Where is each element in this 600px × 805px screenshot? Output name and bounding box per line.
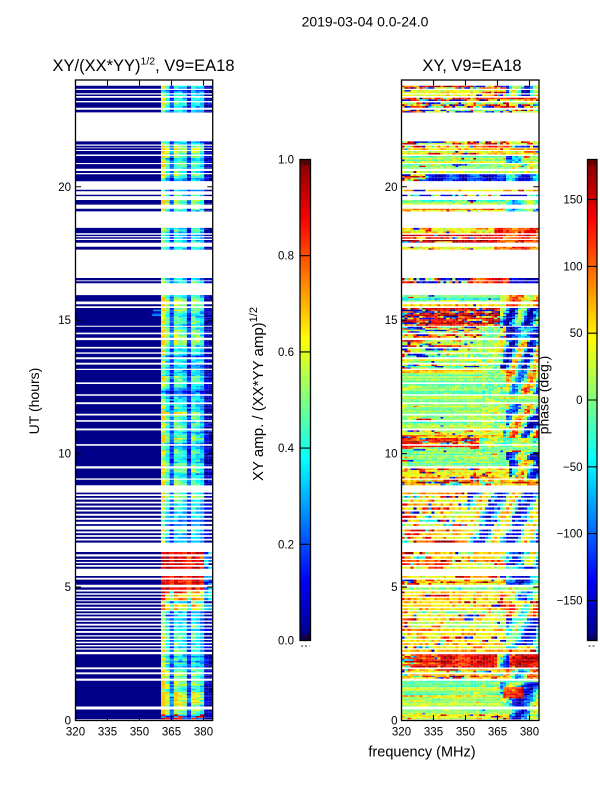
svg-text:0: 0 bbox=[576, 395, 582, 407]
svg-text:0.2: 0.2 bbox=[278, 539, 294, 551]
svg-text:350: 350 bbox=[130, 727, 149, 739]
svg-text:5: 5 bbox=[65, 582, 71, 594]
svg-text:−100: −100 bbox=[557, 529, 583, 541]
svg-text:320: 320 bbox=[66, 727, 85, 739]
svg-text:365: 365 bbox=[488, 727, 507, 739]
svg-text:335: 335 bbox=[98, 727, 117, 739]
svg-text:380: 380 bbox=[194, 727, 213, 739]
svg-text:380: 380 bbox=[520, 727, 539, 739]
svg-text:5: 5 bbox=[391, 582, 397, 594]
svg-text:335: 335 bbox=[424, 727, 443, 739]
svg-text:15: 15 bbox=[58, 315, 71, 327]
svg-text:XY amp. / (XX*YY amp)1/2: XY amp. / (XX*YY amp)1/2 bbox=[248, 307, 267, 481]
svg-text:phase (deg.): phase (deg.) bbox=[536, 356, 552, 435]
svg-text:−50: −50 bbox=[563, 462, 583, 474]
svg-text:frequency (MHz): frequency (MHz) bbox=[368, 745, 475, 761]
svg-text:XY/(XX*YY)1/2, V9=EA18: XY/(XX*YY)1/2, V9=EA18 bbox=[53, 56, 235, 76]
svg-text:0.8: 0.8 bbox=[278, 251, 294, 263]
svg-text:15: 15 bbox=[385, 315, 398, 327]
svg-text:0.0: 0.0 bbox=[278, 636, 294, 648]
svg-text:0.6: 0.6 bbox=[278, 347, 294, 359]
svg-text:10: 10 bbox=[58, 449, 71, 461]
svg-text:0: 0 bbox=[65, 716, 71, 728]
svg-text:UT (hours): UT (hours) bbox=[26, 368, 42, 435]
svg-text:150: 150 bbox=[563, 195, 582, 207]
svg-text:XY, V9=EA18: XY, V9=EA18 bbox=[422, 57, 521, 75]
svg-text:1.0: 1.0 bbox=[278, 155, 294, 167]
svg-text:100: 100 bbox=[563, 261, 582, 273]
svg-text:0: 0 bbox=[391, 716, 397, 728]
svg-text:10: 10 bbox=[385, 449, 398, 461]
svg-text:2019-03-04 0.0-24.0: 2019-03-04 0.0-24.0 bbox=[302, 14, 429, 30]
svg-text:50: 50 bbox=[570, 328, 583, 340]
svg-text:350: 350 bbox=[456, 727, 475, 739]
svg-text:365: 365 bbox=[162, 727, 181, 739]
svg-text:20: 20 bbox=[58, 182, 71, 194]
svg-text:320: 320 bbox=[392, 727, 411, 739]
svg-text:0.4: 0.4 bbox=[278, 443, 295, 455]
svg-text:20: 20 bbox=[385, 182, 398, 194]
svg-text:−150: −150 bbox=[557, 595, 583, 607]
